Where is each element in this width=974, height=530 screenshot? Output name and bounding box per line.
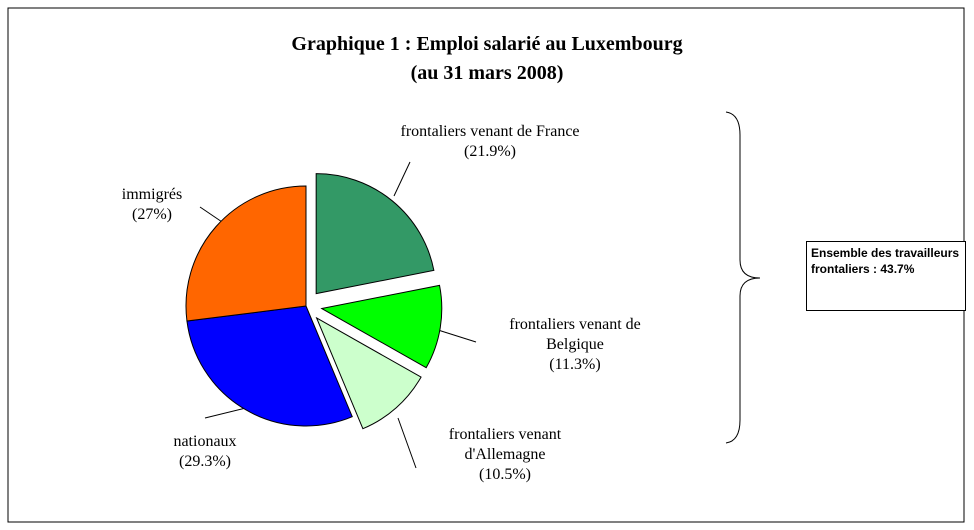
value-label: (27%) xyxy=(132,206,172,223)
category-label: nationaux xyxy=(173,433,237,450)
leader-line xyxy=(393,161,411,197)
category-label: immigrés xyxy=(121,186,183,203)
chart-subtitle: (au 31 mars 2008) xyxy=(410,62,564,84)
value-label: (11.3%) xyxy=(549,356,601,373)
brace xyxy=(725,111,761,444)
leader-line xyxy=(437,329,477,343)
leader-line xyxy=(397,417,417,469)
chart-title: Graphique 1 : Emploi salarié au Luxembou… xyxy=(291,33,683,55)
slice-label: nationaux (29.3%) xyxy=(130,432,280,472)
annotation: Ensemble des travailleurs frontaliers : … xyxy=(806,241,966,311)
value-label: (10.5%) xyxy=(479,466,531,483)
pie-slice xyxy=(185,185,307,322)
value-label: (29.3%) xyxy=(179,453,231,470)
pie-slice xyxy=(315,316,422,430)
slice-label: frontaliers venant de Belgique (11.3%) xyxy=(485,315,665,375)
category-label: frontaliers venant de France xyxy=(400,123,580,140)
pie-slice xyxy=(315,173,435,295)
chart-frame xyxy=(7,7,965,523)
category-label: frontaliers venant d'Allemagne xyxy=(448,426,562,463)
category-label: frontaliers venant de Belgique xyxy=(509,316,641,353)
slice-label: immigrés (27%) xyxy=(77,185,227,225)
pie-slice xyxy=(186,305,353,427)
value-label: (21.9%) xyxy=(464,143,516,160)
pie-slice xyxy=(320,284,443,369)
slice-label: frontaliers venant d'Allemagne (10.5%) xyxy=(430,425,580,485)
slice-label: frontaliers venant de France (21.9%) xyxy=(400,122,580,162)
